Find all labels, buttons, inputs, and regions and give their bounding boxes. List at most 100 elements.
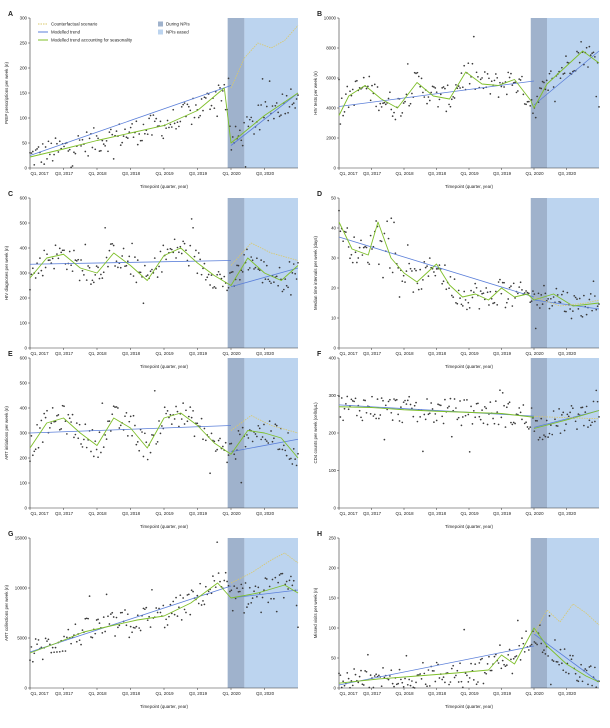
data-point — [412, 291, 415, 293]
data-point — [390, 411, 393, 414]
data-point — [83, 274, 85, 276]
data-point — [95, 135, 98, 137]
data-point — [75, 260, 78, 262]
data-point — [40, 269, 43, 272]
data-point — [98, 622, 101, 624]
data-point — [358, 246, 361, 249]
data-point — [419, 85, 422, 88]
data-point — [375, 220, 377, 222]
data-point — [221, 445, 224, 448]
data-point — [241, 587, 244, 590]
data-point — [592, 280, 595, 283]
data-point — [178, 606, 180, 609]
data-point — [111, 611, 114, 614]
data-point — [354, 80, 357, 83]
data-point — [29, 460, 31, 463]
data-point — [459, 87, 461, 89]
data-point — [428, 685, 431, 687]
data-point — [587, 66, 589, 68]
data-point — [515, 413, 518, 416]
data-point — [149, 114, 152, 117]
data-point — [243, 121, 245, 124]
data-point — [493, 79, 496, 82]
data-point — [219, 437, 221, 440]
data-point — [47, 140, 50, 143]
data-point — [31, 454, 34, 457]
data-point — [197, 252, 200, 254]
data-point — [236, 587, 238, 589]
data-point — [544, 88, 547, 91]
data-point — [91, 428, 94, 431]
data-point — [287, 588, 289, 590]
data-point — [229, 272, 231, 274]
data-point — [397, 413, 400, 416]
data-point — [489, 93, 492, 95]
data-point — [364, 399, 366, 402]
data-point — [159, 432, 162, 435]
data-point — [36, 262, 38, 265]
data-point — [536, 304, 538, 306]
data-point — [243, 612, 245, 614]
data-point — [464, 672, 467, 674]
data-point — [36, 147, 38, 150]
data-point — [108, 249, 111, 252]
data-point — [193, 116, 196, 119]
data-point — [226, 461, 228, 464]
data-point — [536, 419, 538, 422]
data-point — [457, 289, 460, 292]
data-point — [512, 282, 515, 285]
data-point — [258, 427, 261, 430]
data-point — [246, 116, 248, 118]
data-point — [551, 659, 554, 661]
data-point — [387, 400, 390, 403]
data-point — [94, 274, 97, 276]
data-point — [84, 150, 87, 153]
data-point — [415, 401, 417, 404]
data-point — [367, 653, 369, 656]
data-point — [274, 576, 277, 579]
during-npi-region — [530, 198, 547, 348]
data-point — [357, 257, 360, 259]
data-point — [478, 307, 481, 310]
data-point — [578, 297, 581, 300]
data-point — [50, 651, 53, 654]
data-point — [561, 413, 563, 416]
data-point — [563, 72, 566, 75]
data-point — [203, 262, 206, 265]
data-point — [95, 448, 98, 451]
data-point — [537, 438, 540, 441]
data-point — [92, 127, 95, 129]
data-point — [463, 64, 466, 67]
data-point — [169, 247, 172, 250]
data-point — [420, 77, 423, 80]
data-point — [595, 308, 598, 311]
data-point — [115, 260, 118, 263]
data-point — [186, 103, 189, 106]
x-tick-label: Q3, 2020 — [256, 691, 275, 696]
data-point — [126, 613, 129, 616]
legend-counterfactual-label: Counterfactual scenario — [51, 22, 98, 27]
data-point — [558, 408, 560, 410]
data-point — [391, 682, 394, 685]
data-point — [263, 589, 265, 591]
data-point — [434, 413, 437, 415]
modelled-trend-line-pre — [338, 645, 535, 686]
data-point — [284, 278, 287, 280]
data-point — [504, 306, 507, 309]
data-point — [129, 625, 132, 628]
data-point — [80, 259, 82, 261]
data-point — [37, 639, 40, 641]
data-point — [136, 259, 139, 262]
data-point — [192, 590, 194, 593]
data-point — [490, 80, 493, 83]
data-point — [552, 296, 555, 298]
data-point — [227, 584, 230, 587]
data-point — [356, 414, 358, 417]
data-point — [115, 406, 118, 408]
data-point — [121, 611, 124, 614]
data-point — [415, 269, 417, 272]
data-point — [448, 683, 450, 686]
data-point — [297, 452, 299, 455]
